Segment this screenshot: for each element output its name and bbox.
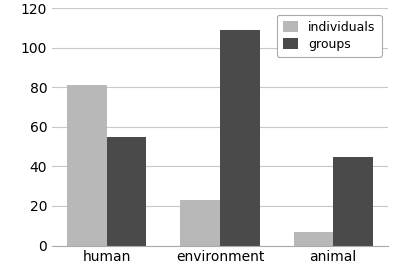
- Bar: [107, 137, 146, 246]
- Bar: [220, 30, 260, 246]
- Bar: [333, 157, 373, 246]
- Bar: [294, 232, 333, 246]
- Legend: individuals, groups: individuals, groups: [277, 15, 382, 57]
- Bar: [180, 200, 220, 246]
- Bar: [67, 85, 107, 246]
